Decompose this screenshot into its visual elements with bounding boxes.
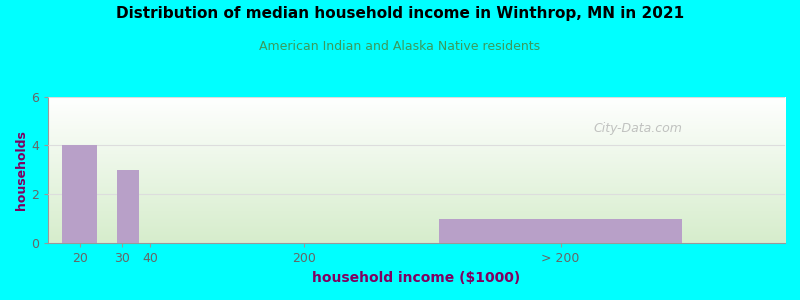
Y-axis label: households: households (15, 130, 28, 210)
Bar (62, 146, 98, 243)
X-axis label: household income ($1000): household income ($1000) (312, 271, 521, 285)
Text: Distribution of median household income in Winthrop, MN in 2021: Distribution of median household income … (116, 6, 684, 21)
Bar (117, 170, 139, 243)
Bar (439, 219, 682, 243)
Text: American Indian and Alaska Native residents: American Indian and Alaska Native reside… (259, 40, 541, 53)
Text: City-Data.com: City-Data.com (593, 122, 682, 135)
